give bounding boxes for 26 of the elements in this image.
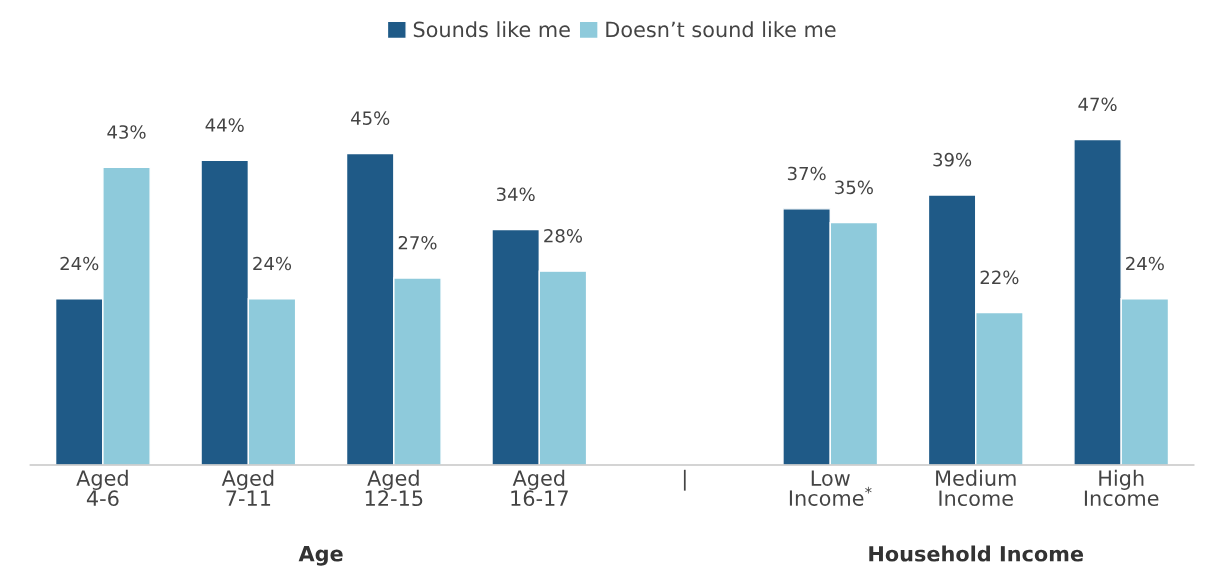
x-tick-label: Aged 12-15 xyxy=(365,469,423,507)
x-tick-label: Low Income$^{*}$ xyxy=(789,470,872,506)
text: Household Income xyxy=(869,545,1084,562)
data-label: 44% xyxy=(205,118,244,132)
data-label: 28% xyxy=(544,228,583,243)
data-label: 47% xyxy=(1078,97,1117,112)
data-label: 37% xyxy=(787,166,826,181)
data-label: 34% xyxy=(496,187,535,202)
data-label: 35% xyxy=(835,180,873,195)
x-tick-label: Medium Income xyxy=(936,469,1016,507)
data-label: 39% xyxy=(933,152,972,167)
x-tick-label: High Income xyxy=(1084,469,1159,507)
x-tick-label: | xyxy=(683,469,686,491)
legend-label: Sounds like me xyxy=(413,21,570,38)
x-tick-label: Aged 16-17 xyxy=(511,469,568,507)
legend-label: Doesn’t sound like me xyxy=(606,21,836,38)
data-label: 24% xyxy=(60,256,99,271)
x-tick-label: Aged 7-11 xyxy=(221,469,274,506)
data-label: 43% xyxy=(107,125,146,139)
data-label: 24% xyxy=(1126,256,1164,271)
data-label: 24% xyxy=(253,256,292,271)
x-tick-label: Aged 4-6 xyxy=(76,469,128,507)
data-label: 27% xyxy=(398,235,437,250)
data-label: 45% xyxy=(351,111,390,125)
text: Age xyxy=(298,545,343,566)
data-label: 22% xyxy=(980,270,1019,285)
